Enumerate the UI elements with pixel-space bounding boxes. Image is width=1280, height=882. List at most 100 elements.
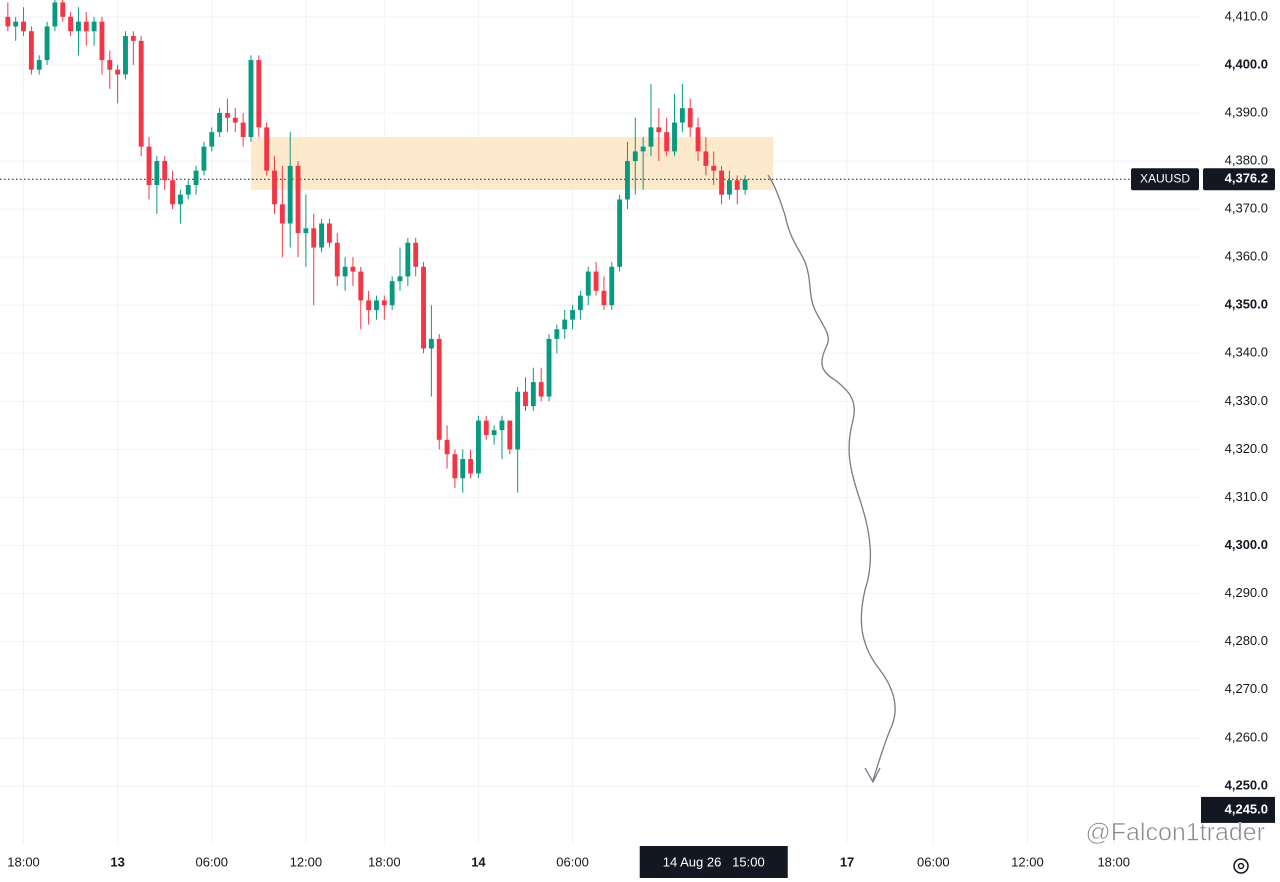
candle-body (287, 165, 293, 224)
candle-body (123, 36, 128, 75)
candle-body (452, 454, 458, 479)
candle-body (554, 329, 560, 339)
candle-body (295, 165, 301, 234)
y-tick-label: 4,320.0 (1225, 441, 1268, 456)
x-tick-label: 13 (110, 854, 124, 869)
candle-body (374, 300, 379, 311)
candle-body (413, 242, 419, 267)
crosshair-y-label: 4,245.0 (1225, 801, 1268, 816)
candle-body (162, 161, 168, 181)
candle-body (334, 242, 340, 277)
candle-body (232, 117, 238, 123)
y-tick-label: 4,400.0 (1225, 56, 1268, 71)
x-tick-label: 06:00 (556, 854, 589, 869)
y-tick-label: 4,360.0 (1225, 249, 1268, 264)
candle-body (381, 300, 387, 306)
candle-body (44, 26, 50, 61)
candle-body (185, 185, 191, 195)
candle-body (577, 295, 583, 311)
x-tick-label: 14 (471, 854, 486, 869)
candle-body (240, 122, 246, 137)
candle-body (138, 40, 144, 147)
candle-body (256, 60, 262, 128)
y-tick-label: 4,260.0 (1225, 729, 1268, 744)
candle-body (570, 310, 575, 320)
candle-body (703, 151, 709, 166)
settings-icon[interactable] (1233, 858, 1249, 874)
candle-body (107, 60, 113, 70)
candle-body (83, 21, 89, 32)
candle-body (444, 439, 450, 455)
x-tick-label: 18:00 (1097, 854, 1130, 869)
candle-body (350, 266, 356, 272)
candle-body (695, 127, 701, 152)
watermark: @Falcon1trader (1085, 819, 1265, 847)
candle-body (389, 281, 395, 306)
candle-body (593, 271, 599, 291)
symbol-label-bg (1131, 168, 1199, 191)
candle-body (36, 60, 42, 70)
candle-body (491, 430, 497, 435)
candle-body (303, 228, 309, 234)
y-tick-label: 4,270.0 (1225, 681, 1268, 696)
supply-zone (250, 136, 774, 190)
symbol-label: XAUUSD (1140, 171, 1190, 185)
x-tick-label: 06:00 (195, 854, 228, 869)
candle-body (21, 21, 26, 32)
candle-body (421, 266, 426, 349)
candle-body (515, 391, 521, 450)
y-tick-label: 4,290.0 (1225, 585, 1268, 600)
candle-body (601, 290, 607, 306)
candle-body (177, 194, 183, 205)
candle-body (52, 2, 58, 27)
candle-body (91, 21, 97, 32)
candle-body (648, 127, 654, 147)
candle-body (248, 60, 254, 137)
candle-body (530, 382, 536, 407)
candle-body (170, 180, 175, 205)
candle-body (115, 69, 121, 75)
candle-body (366, 300, 372, 311)
candle-body (428, 338, 434, 349)
y-tick-label: 4,330.0 (1225, 393, 1268, 408)
candle-body (209, 132, 215, 147)
y-tick-label: 4,410.0 (1225, 8, 1268, 23)
x-tick-label: 12:00 (290, 854, 323, 869)
candle-body (130, 36, 136, 41)
candle-body (507, 420, 513, 450)
y-tick-label: 4,340.0 (1225, 345, 1268, 360)
candle-body (342, 266, 348, 277)
y-tick-label: 4,250.0 (1225, 777, 1268, 792)
y-tick-label: 4,370.0 (1225, 201, 1268, 216)
candle-body (146, 146, 152, 186)
candle-body (656, 127, 662, 133)
candle-body (326, 223, 332, 243)
candle-body (99, 21, 105, 61)
candle-body (460, 459, 466, 479)
candle-body (28, 31, 34, 70)
candle-body (585, 271, 591, 296)
y-tick-label: 4,280.0 (1225, 633, 1268, 648)
settings-icon-center (1237, 862, 1245, 870)
candle-body (225, 112, 230, 118)
candle-body (76, 21, 81, 32)
x-tick-label: 17 (840, 854, 854, 869)
plot (0, 0, 1200, 493)
candle-body (201, 146, 207, 171)
last-price-label: 4,376.2 (1225, 171, 1268, 186)
last-price-label-bg (1203, 168, 1275, 191)
x-tick-label: 06:00 (917, 854, 950, 869)
candle-body (483, 420, 489, 435)
candle-body (734, 180, 740, 190)
candle-body (476, 420, 481, 474)
candle-body (538, 382, 544, 397)
candle-body (546, 338, 552, 397)
candle-body (468, 459, 474, 474)
candle-body (358, 271, 364, 301)
candle-body (405, 242, 411, 277)
candle-body (640, 146, 646, 152)
y-tick-label: 4,350.0 (1225, 297, 1268, 312)
y-tick-label: 4,390.0 (1225, 104, 1268, 119)
candle-body (499, 420, 505, 431)
